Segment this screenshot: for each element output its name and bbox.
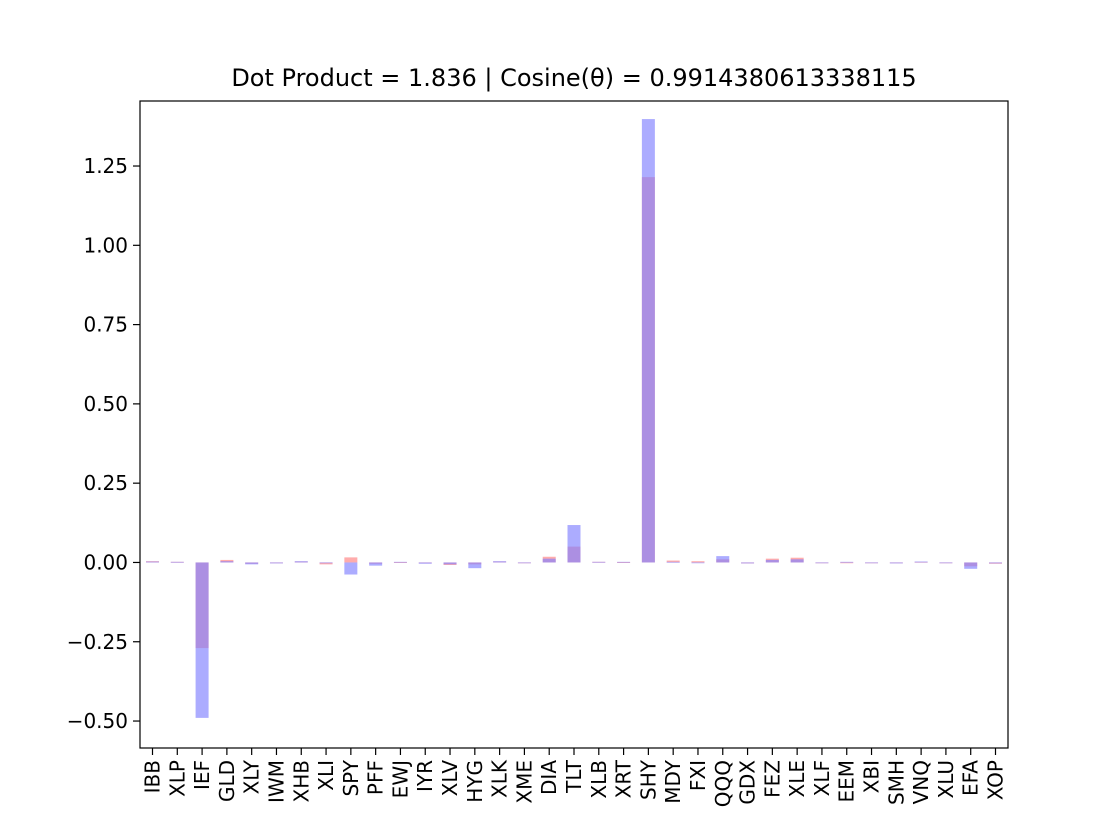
bar-series1-eem (840, 562, 854, 564)
x-tick-label-iwm: IWM (264, 760, 288, 803)
x-tick-label-xly: XLY (240, 759, 264, 794)
bar-series2-pff (369, 562, 383, 566)
x-tick-label-smh: SMH (884, 760, 908, 805)
x-tick-label-efa: EFA (959, 760, 983, 796)
x-tick-label-gdx: GDX (736, 760, 760, 805)
bar-series2-xme (517, 562, 531, 564)
bar-series1-mdy (666, 560, 680, 563)
x-tick-label-iyr: IYR (413, 760, 437, 792)
x-tick-label-fez: FEZ (760, 760, 784, 798)
y-tick-label: 1.25 (83, 154, 128, 178)
bar-series2-fez (765, 559, 779, 563)
x-tick-label-pff: PFF (364, 760, 388, 795)
bar-series1-spy (344, 557, 358, 563)
x-tick-label-xme: XME (512, 760, 536, 804)
x-tick-label-xlv: XLV (438, 760, 462, 797)
bar-series2-iyr (418, 562, 432, 564)
x-tick-label-xrt: XRT (612, 759, 636, 798)
bar-series2-qqq (716, 556, 730, 563)
y-axis: −0.50 −0.25 0.00 0.25 0.50 0.75 1.00 1.25 (67, 154, 140, 733)
bar-series2-ief (195, 562, 209, 718)
x-tick-label-xlk: XLK (488, 759, 512, 798)
x-tick-label-xbi: XBI (860, 760, 884, 793)
bar-series2-xbi (865, 562, 879, 564)
bar-series2-xly (245, 562, 259, 565)
bar-series2-efa (964, 562, 978, 569)
bar-series2-xlv (443, 562, 457, 565)
x-axis: IBB XLP IEF GLD XLY IWM XHB XLI SPY PFF EWJ IYR XLV H… (141, 748, 1008, 807)
bar-series2-xlk (493, 561, 507, 563)
y-tick-label: 0.00 (83, 550, 128, 574)
x-tick-label-mdy: MDY (661, 759, 685, 804)
x-tick-label-xop: XOP (984, 760, 1008, 800)
bar-series2-fxi (691, 562, 705, 564)
x-tick-label-xhb: XHB (289, 760, 313, 802)
bar-series2-xlf (815, 562, 829, 564)
x-tick-label-xlb: XLB (587, 760, 611, 799)
bar-series2-ibb (146, 561, 159, 563)
x-tick-label-hyg: HYG (463, 760, 487, 803)
x-tick-label-eem: EEM (835, 760, 859, 803)
bar-series2-xop (989, 562, 1002, 564)
bar-series1-fxi (691, 561, 705, 563)
x-tick-label-vnq: VNQ (909, 760, 933, 804)
bar-series2-smh (889, 562, 903, 564)
plot-frame (139, 100, 1009, 749)
x-tick-label-shy: SHY (636, 759, 660, 800)
bar-series2-xlp (170, 561, 184, 563)
x-tick-label-spy: SPY (339, 759, 363, 796)
bar-series2-shy (641, 119, 655, 563)
x-tick-label-ibb: IBB (141, 760, 165, 793)
x-tick-label-xlp: XLP (165, 760, 189, 797)
x-tick-label-xlu: XLU (934, 760, 958, 799)
bar-series2-ewj (393, 561, 407, 563)
chart-title: Dot Product = 1.836 | Cosine(θ) = 0.9914… (231, 64, 916, 92)
x-tick-label-ewj: EWJ (388, 760, 412, 798)
bar-series2-spy (344, 562, 358, 575)
bar-series2-xrt (617, 561, 631, 563)
bar-series2-dia (542, 558, 556, 563)
bar-series2-vnq (914, 561, 928, 563)
y-tick-label: 1.00 (83, 233, 128, 257)
bar-series2-tlt (567, 525, 581, 563)
y-tick-label: −0.50 (67, 709, 128, 733)
bar-series2-xlb (592, 561, 606, 563)
bar-series2-hyg (468, 562, 482, 569)
bar-series1-xli (319, 562, 333, 565)
y-tick-label: 0.75 (83, 313, 128, 337)
bar-series2-xlu (939, 562, 953, 564)
y-tick-label: 0.25 (83, 471, 128, 495)
bar-series2-gdx (741, 562, 755, 564)
x-tick-label-ief: IEF (190, 760, 214, 790)
x-tick-label-xlf: XLF (810, 760, 834, 796)
x-tick-label-gld: GLD (215, 760, 239, 802)
y-tick-label: 0.50 (83, 392, 128, 416)
bar-series2-xhb (294, 561, 308, 563)
bar-series2-mdy (666, 561, 680, 563)
x-tick-label-xle: XLE (785, 760, 809, 797)
bars-group (146, 119, 1002, 718)
bar-series2-eem (840, 561, 854, 563)
x-tick-label-fxi: FXI (686, 760, 710, 791)
x-tick-label-tlt: TLT (562, 759, 586, 794)
y-tick-label: −0.25 (67, 630, 128, 654)
bar-series2-gld (220, 561, 234, 563)
bar-series2-iwm (269, 562, 283, 564)
x-tick-label-xli: XLI (314, 760, 338, 791)
bar-series2-xli (319, 562, 333, 564)
x-tick-label-dia: DIA (537, 760, 561, 795)
bar-series2-xle (790, 559, 804, 563)
x-tick-label-qqq: QQQ (711, 760, 735, 807)
